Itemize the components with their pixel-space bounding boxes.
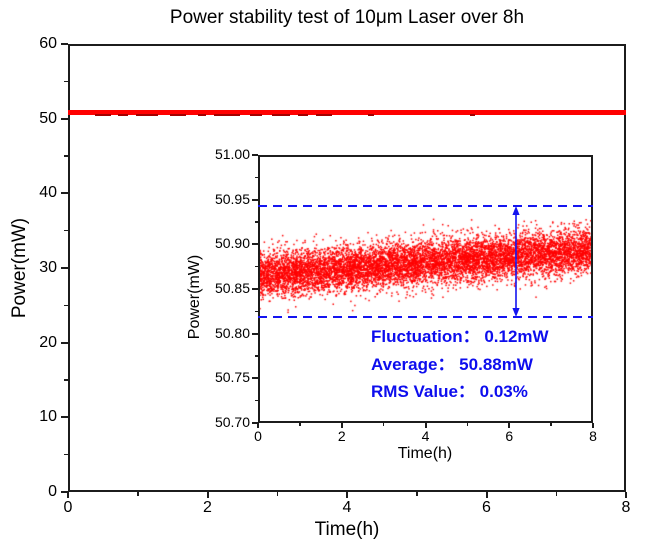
inset-y-minor-tick [254,355,258,357]
main-x-tick [206,492,209,498]
main-y-tick-label: 50 [39,109,57,127]
main-x-tick [625,492,627,498]
dense-cluster-fringe [198,114,206,117]
main-x-axis-label: Time(h) [314,519,380,540]
inset-x-tick [592,423,594,428]
main-x-tick-label: 0 [63,499,73,516]
inset-y-tick [252,288,258,290]
inset-x-minor-tick [382,423,385,426]
main-x-tick-label: 6 [482,499,491,516]
inset-x-tick-label: 4 [421,428,430,444]
inset-y-tick-label: 51.00 [214,146,250,162]
main-y-tick-label: 0 [48,483,57,500]
inset-x-tick-label: 8 [589,428,597,444]
inset-y-tick-label: 50.85 [214,280,250,296]
dense-cluster-fringe [170,114,186,117]
inset-y-tick [252,377,258,380]
dense-cluster-fringe [368,114,374,117]
main-y-tick [61,416,68,419]
inset-x-tick [340,423,343,428]
main-x-minor-tick [555,492,557,496]
annotation-fluctuation: Fluctuation： 0.12mW [371,327,549,346]
main-y-tick-label: 20 [39,333,57,351]
main-y-minor-tick [63,379,68,381]
dense-cluster-fringe [214,114,240,117]
main-x-tick [485,492,488,498]
dense-cluster-fringe [118,114,128,117]
inset-y-tick [252,332,258,335]
dense-cluster-fringe [316,114,332,117]
inset-scatter-canvas [260,157,591,421]
inset-x-tick [257,423,259,428]
inset-y-tick-label: 50.90 [214,235,250,252]
main-power-line [68,109,626,115]
dense-cluster-fringe [298,114,308,117]
inset-y-minor-tick [254,399,258,402]
inset-x-tick [424,423,427,428]
inset-x-tick-label: 6 [505,428,514,444]
dense-cluster-fringe [470,114,475,117]
main-x-tick-label: 2 [203,499,212,516]
inset-y-tick-label: 50.75 [214,369,250,386]
inset-y-minor-tick [254,310,258,313]
inset-x-tick [508,423,511,428]
annotation-rms: RMS Value： 0.03% [371,382,528,401]
dense-cluster-fringe [272,114,290,117]
main-y-minor-tick [63,304,68,307]
inset-y-tick [252,422,258,424]
fluctuation-bounds-overlay [258,205,593,318]
main-x-minor-tick [416,492,418,496]
inset-y-tick-label: 50.80 [214,324,250,341]
inset-x-minor-tick [550,423,552,426]
inset-plot-area [258,155,593,423]
fluctuation-arrow [512,206,520,317]
inset-y-minor-tick [254,176,258,179]
main-y-tick [61,491,68,493]
main-y-tick-label: 30 [39,259,57,276]
chart-title: Power stability test of 10μm Laser over … [169,7,525,28]
inset-x-minor-tick [299,423,301,426]
inset-y-minor-tick [254,265,258,268]
main-y-tick [61,192,68,195]
inset-x-minor-tick [466,423,469,426]
main-y-tick-label: 60 [39,35,57,52]
main-plot-area [68,44,626,492]
main-x-tick-label: 4 [342,499,352,516]
main-y-minor-tick [63,229,68,232]
inset-x-axis-label: Time(h) [397,445,453,462]
main-y-tick [61,267,68,269]
main-x-minor-tick [276,492,278,496]
inset-y-tick-label: 50.95 [214,190,250,207]
inset-y-tick [252,154,258,156]
inset-y-tick [252,243,258,246]
dense-cluster-fringe [136,114,158,117]
main-x-tick [67,492,69,498]
inset-y-minor-tick [254,221,258,223]
inset-y-tick-label: 50.70 [214,414,250,430]
main-x-minor-tick [137,492,139,496]
main-y-tick-label: 10 [39,408,57,426]
inset-x-tick-label: 2 [337,428,346,444]
dense-cluster-fringe [250,114,262,117]
annotation-average: Average： 50.88mW [371,355,533,374]
main-x-tick [346,492,348,498]
main-y-minor-tick [63,155,68,157]
main-y-tick [61,43,68,45]
inset-y-tick [252,198,258,201]
main-y-tick [61,117,68,120]
inset-x-tick-label: 0 [254,428,262,444]
main-y-minor-tick [63,453,68,456]
main-x-tick-label: 8 [621,499,631,516]
dense-cluster-fringe [95,114,111,117]
main-y-tick [61,341,68,344]
main-y-tick-label: 40 [39,184,57,202]
main-y-minor-tick [63,80,68,83]
